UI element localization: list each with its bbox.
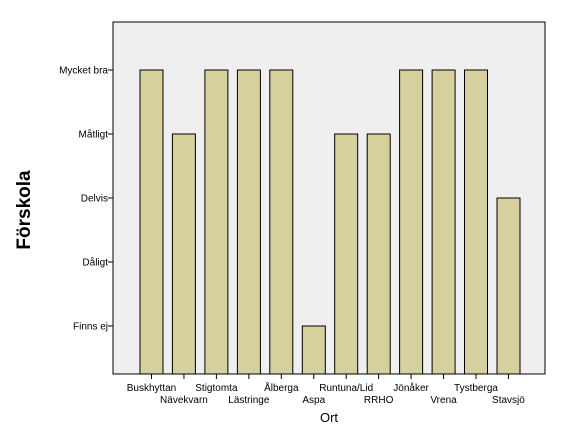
x-tick-label: Aspa xyxy=(302,395,325,406)
y-axis-ticks: Finns ej Dåligt Delvis Måtligt Mycket bra xyxy=(59,66,113,333)
bar--lberga xyxy=(269,69,294,375)
bar-l-stringe xyxy=(236,69,261,375)
y-tick-label: Mycket bra xyxy=(59,66,108,77)
x-tick-label: Lästringe xyxy=(228,395,270,406)
bars-group xyxy=(139,69,521,375)
x-tick-label: Stigtomta xyxy=(195,383,238,394)
y-axis-title: Förskola xyxy=(14,170,35,250)
bar-n-vekvarn xyxy=(171,133,196,375)
x-tick-label: Tystberga xyxy=(454,383,498,394)
y-tick-label: Finns ej xyxy=(73,322,108,333)
bar-vrena xyxy=(431,69,456,375)
x-tick-label: Nävekvarn xyxy=(160,395,208,406)
bar-rrho xyxy=(366,133,391,375)
bar-aspa xyxy=(301,325,326,375)
bar-stigtomta xyxy=(204,69,229,375)
x-axis-ticks: BuskhyttanNävekvarnStigtomtaLästringeÅlb… xyxy=(127,374,525,406)
x-tick-label: RRHO xyxy=(364,395,394,406)
bar-stavsj- xyxy=(496,197,521,375)
y-tick-label: Dåligt xyxy=(82,257,108,269)
bar-j-n-ker xyxy=(399,69,424,375)
x-tick-label: Runtuna/Lid xyxy=(319,383,373,394)
bar-buskhyttan xyxy=(139,69,164,375)
x-axis-title: Ort xyxy=(320,410,338,425)
x-tick-label: Ålberga xyxy=(264,381,299,394)
y-tick-label: Måtligt xyxy=(79,129,109,141)
x-tick-label: Stavsjö xyxy=(492,395,525,406)
y-tick-label: Delvis xyxy=(81,194,108,205)
x-tick-label: Buskhyttan xyxy=(127,383,176,394)
x-tick-label: Jönåker xyxy=(393,382,429,394)
bar-tystberga xyxy=(464,69,488,375)
bar-runtuna-lid xyxy=(334,133,359,375)
x-tick-label: Vrena xyxy=(430,395,457,406)
